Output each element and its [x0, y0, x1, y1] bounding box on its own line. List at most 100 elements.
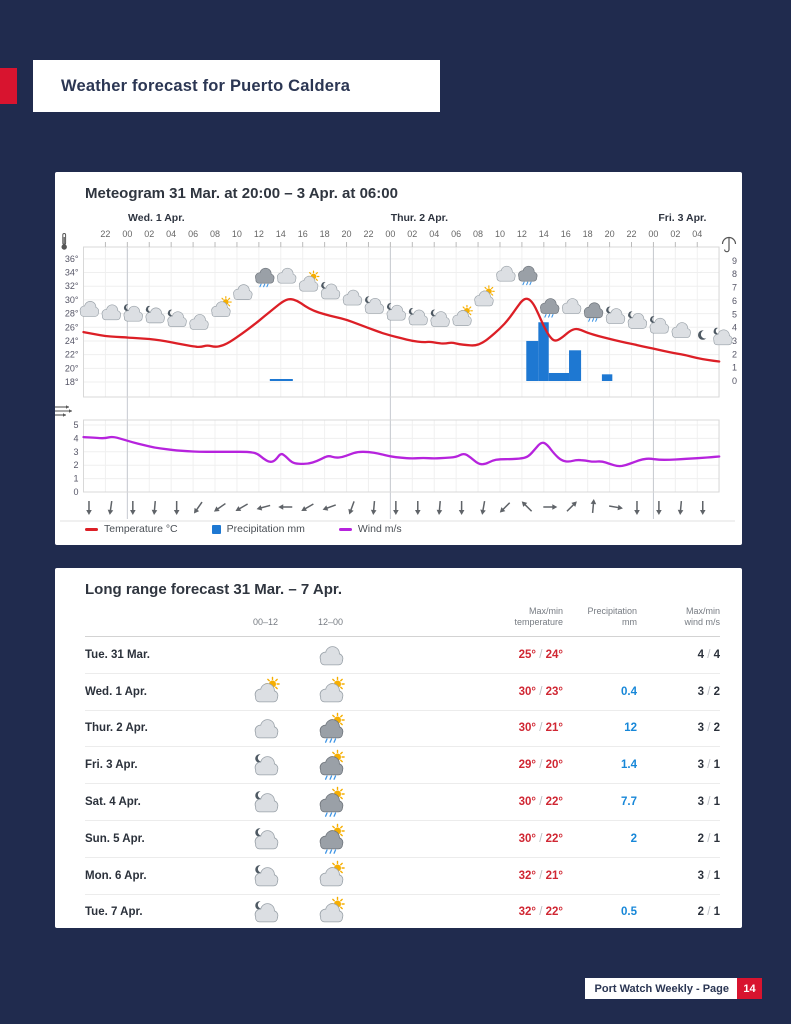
- max-min-wind: 3 / 2: [697, 685, 720, 698]
- svg-text:4: 4: [73, 433, 78, 443]
- column-header: Max/min temperature: [514, 605, 563, 628]
- svg-text:10: 10: [232, 229, 242, 239]
- max-min-temperature: 32° / 22°: [518, 906, 563, 919]
- temp-axis: 28°: [65, 309, 79, 319]
- max-min-wind: 3 / 2: [697, 722, 720, 735]
- max-min-temperature: 30° / 22°: [518, 832, 563, 845]
- svg-text:02: 02: [144, 229, 154, 239]
- svg-text:18: 18: [583, 229, 593, 239]
- svg-text:8: 8: [732, 269, 737, 279]
- svg-text:16: 16: [561, 229, 571, 239]
- column-header: 12–00: [317, 617, 344, 628]
- max-min-wind: 3 / 1: [697, 796, 720, 809]
- sun-cloud-icon: [298, 676, 363, 708]
- forecast-day: Wed. 1 Apr.: [85, 685, 147, 698]
- long-range-table: 00–12 12–00 Max/min temperature Precipitatio…: [55, 596, 742, 930]
- max-min-temperature: 32° / 21°: [518, 869, 563, 882]
- precip-axis: 7: [732, 283, 737, 293]
- precipitation-value: 12: [624, 722, 637, 735]
- svg-text:14: 14: [539, 229, 549, 239]
- svg-text:1: 1: [73, 474, 78, 484]
- max-min-wind: 3 / 1: [697, 759, 720, 772]
- cloud-icon: [496, 265, 516, 282]
- max-min-wind: 3 / 1: [697, 869, 720, 882]
- svg-text:18°: 18°: [65, 377, 79, 387]
- svg-text:7: 7: [732, 283, 737, 293]
- moon-cloud-icon: [233, 860, 298, 892]
- legend-swatch: [211, 524, 221, 534]
- cloud-icon: [189, 314, 209, 330]
- grid: [60, 246, 735, 522]
- legend-item: Wind m/s: [338, 523, 402, 535]
- legend-item: Temperature °C: [85, 523, 178, 535]
- thermometer-icon: [61, 233, 67, 250]
- svg-text:2: 2: [73, 460, 78, 470]
- svg-text:Wed. 1 Apr.: Wed. 1 Apr.: [128, 212, 185, 224]
- svg-text:12: 12: [254, 229, 264, 239]
- temp-axis: 18°: [65, 377, 79, 387]
- moon-cloud-icon: [254, 901, 278, 923]
- svg-text:24°: 24°: [65, 336, 79, 346]
- rain-cloud-icon: [540, 298, 560, 318]
- temp-axis: 22°: [65, 350, 79, 360]
- cloud-icon: [671, 322, 691, 338]
- svg-text:1: 1: [732, 363, 737, 373]
- svg-text:08: 08: [210, 229, 220, 239]
- cloud-icon: [233, 284, 253, 300]
- precipitation-value: 7.7: [621, 796, 637, 809]
- svg-text:06: 06: [188, 229, 198, 239]
- rain-cloud-icon: [255, 267, 275, 288]
- sun-rain-cloud-icon: [319, 823, 345, 854]
- forecast-row: Sat. 4 Apr. 30° / 22° 7.7 3 / 1: [85, 784, 720, 821]
- meteogram-panel: Meteogram 31 Mar. at 20:00 – 3 Apr. at 0…: [55, 172, 742, 545]
- temp-axis: 32°: [65, 281, 79, 291]
- svg-text:00: 00: [122, 229, 132, 239]
- sun-rain-cloud-icon: [298, 749, 363, 781]
- precip-axis: 1: [732, 363, 737, 373]
- cloud-icon: [233, 712, 298, 744]
- page-title: Weather forecast for Puerto Caldera: [61, 76, 351, 95]
- moon-cloud-icon: [320, 282, 341, 300]
- temp-axis: 24°: [65, 336, 79, 346]
- rain-cloud-icon: [518, 265, 538, 286]
- cloud-icon: [319, 646, 343, 666]
- svg-text:3: 3: [732, 336, 737, 346]
- precipitation-value: 1.4: [621, 759, 637, 772]
- svg-text:04: 04: [166, 229, 176, 239]
- temperature-line: [82, 297, 721, 363]
- sun-cloud-icon: [233, 676, 298, 708]
- moon-cloud-icon: [254, 754, 278, 776]
- precipitation-value: 0.5: [621, 906, 637, 919]
- svg-text:0: 0: [732, 376, 737, 386]
- moon-cloud-icon: [233, 786, 298, 818]
- svg-text:20°: 20°: [65, 363, 79, 373]
- svg-text:22°: 22°: [65, 350, 79, 360]
- max-min-wind: 2 / 1: [697, 832, 720, 845]
- legend-label: Wind m/s: [357, 523, 402, 535]
- meteogram-title: Meteogram 31 Mar. at 20:00 – 3 Apr. at 0…: [85, 185, 398, 202]
- moon-cloud-icon: [254, 828, 278, 850]
- svg-text:08: 08: [473, 229, 483, 239]
- sun-cloud-icon: [254, 676, 280, 702]
- moon-cloud-icon: [254, 791, 278, 813]
- forecast-day: Tue. 31 Mar.: [85, 648, 150, 661]
- moon-cloud-icon: [408, 308, 428, 326]
- precip-axis: 6: [732, 296, 737, 306]
- legend-label: Precipitation mm: [226, 523, 305, 535]
- forecast-row: Wed. 1 Apr. 30° / 23° 0.4 3 / 2: [85, 674, 720, 711]
- svg-text:22: 22: [363, 229, 373, 239]
- max-min-temperature: 29° / 20°: [518, 759, 563, 772]
- time-axis: Wed. 1 Apr. Thur. 2 Apr. Fri. 3 Apr. 22 00 02…: [100, 212, 707, 247]
- legend-label: Temperature °C: [104, 523, 178, 535]
- footer-label: Port Watch Weekly - Page: [585, 978, 737, 999]
- moon-cloud-icon: [386, 303, 406, 321]
- sun-cloud-icon: [452, 304, 473, 326]
- cloud-icon: [298, 639, 363, 671]
- sun-cloud-icon: [211, 296, 232, 318]
- svg-text:02: 02: [407, 229, 417, 239]
- cloud-icon: [254, 719, 278, 739]
- svg-text:20: 20: [605, 229, 615, 239]
- svg-text:6: 6: [732, 296, 737, 306]
- forecast-day: Mon. 6 Apr.: [85, 869, 147, 882]
- svg-text:14: 14: [276, 229, 286, 239]
